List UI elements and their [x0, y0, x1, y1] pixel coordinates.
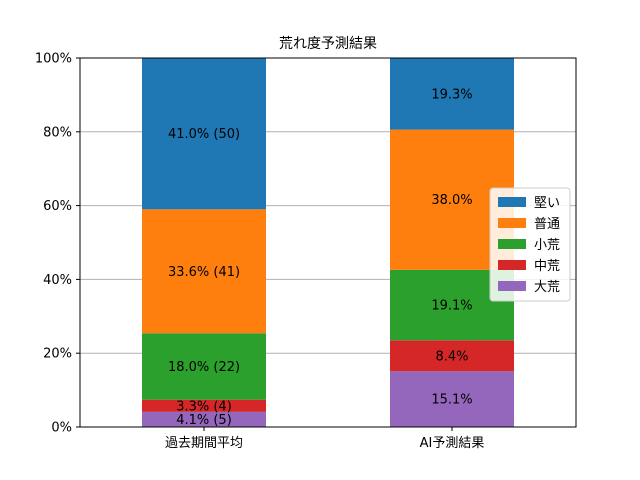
bar-value-label: 4.1% (5) — [176, 413, 232, 428]
bar-value-label: 3.3% (4) — [176, 399, 232, 414]
bar-segment — [142, 209, 266, 334]
legend-label: 中荒 — [534, 259, 560, 274]
bar-segment — [142, 58, 266, 210]
y-tick-label: 100% — [35, 52, 72, 67]
chart-title: 荒れ度予測結果 — [279, 36, 377, 52]
legend-swatch — [498, 260, 526, 270]
legend-label: 堅い — [534, 196, 560, 211]
plot-frame — [79, 57, 577, 428]
y-tick-label: 80% — [43, 125, 72, 140]
legend-swatch — [498, 218, 526, 228]
x-tick-label: AI予測結果 — [420, 436, 485, 451]
bar-segment — [390, 371, 514, 427]
bar-value-label: 38.0% — [431, 193, 472, 208]
legend-label: 普通 — [534, 217, 560, 232]
legend-box — [489, 187, 571, 302]
legend-swatch — [498, 239, 526, 249]
bar-segment — [142, 411, 266, 427]
bar-value-label: 19.1% — [431, 299, 472, 314]
data-labels: 4.1% (5)3.3% (4) 18.0% (22) 33.6% (41) 41.0… — [168, 87, 473, 427]
x-tick-label: 過去期間平均 — [165, 436, 243, 451]
bar-value-label: 33.6% (41) — [168, 265, 240, 280]
legend-label: 大荒 — [534, 280, 560, 295]
x-axis: 過去期間平均 AI予測結果 — [165, 427, 484, 451]
legend-swatch — [498, 281, 526, 291]
bar-value-label: 15.1% — [431, 393, 472, 408]
legend-label: 小荒 — [534, 238, 560, 253]
bar-value-label: 19.3% — [431, 87, 472, 102]
y-tick-label: 20% — [43, 347, 72, 362]
bar-value-label: 18.0% (22) — [168, 360, 240, 375]
bar-segment — [390, 58, 514, 130]
y-tick-label: 40% — [43, 273, 72, 288]
bar-value-label: 8.4% — [435, 349, 468, 364]
legend-swatch — [498, 197, 526, 207]
y-tick-label: 0% — [51, 421, 72, 436]
bar-value-label: 41.0% (50) — [168, 127, 240, 142]
bar-segment — [390, 340, 514, 372]
bar-segment — [142, 333, 266, 400]
bar-segment — [142, 399, 266, 412]
y-tick-label: 60% — [43, 199, 72, 214]
y-axis: 0% 20% 40% 60% 80% 100% — [35, 52, 80, 436]
